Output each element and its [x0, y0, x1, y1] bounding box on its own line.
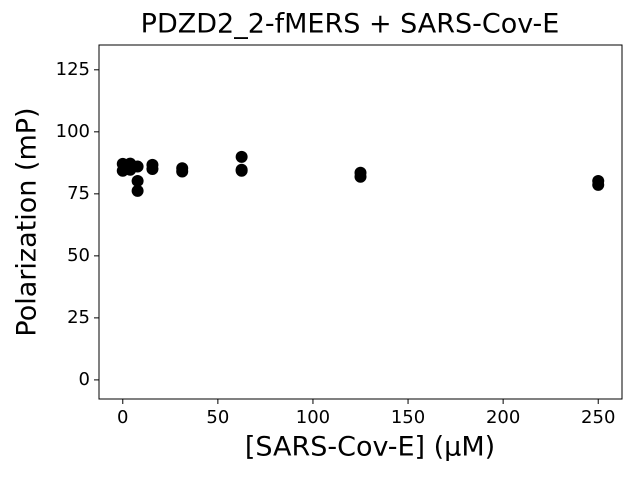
x-tick-label: 150 — [391, 407, 425, 428]
x-tick-label: 250 — [581, 407, 615, 428]
x-tick-label: 200 — [486, 407, 520, 428]
point — [592, 178, 605, 191]
y-tick-label: 0 — [79, 369, 90, 390]
point — [131, 160, 144, 173]
point — [235, 150, 248, 163]
point — [176, 165, 189, 178]
y-tick-label: 125 — [56, 59, 90, 80]
x-tick-label: 0 — [117, 407, 128, 428]
x-tick-label: 50 — [206, 407, 229, 428]
point — [131, 174, 144, 187]
y-tick-label: 25 — [67, 307, 90, 328]
point — [235, 164, 248, 177]
x-axis-label: [SARS-Cov-E] (μM) — [245, 432, 495, 463]
y-tick-label: 50 — [67, 245, 90, 266]
plot-frame — [98, 44, 623, 400]
point — [131, 184, 144, 197]
x-tick-label: 100 — [296, 407, 330, 428]
y-tick-label: 100 — [56, 121, 90, 142]
point — [146, 163, 159, 176]
y-tick-label: 75 — [67, 183, 90, 204]
point — [354, 170, 367, 183]
chart-title: PDZD2_2-fMERS + SARS-Cov-E — [141, 9, 560, 40]
y-axis-label: Polarization (mP) — [12, 107, 43, 336]
